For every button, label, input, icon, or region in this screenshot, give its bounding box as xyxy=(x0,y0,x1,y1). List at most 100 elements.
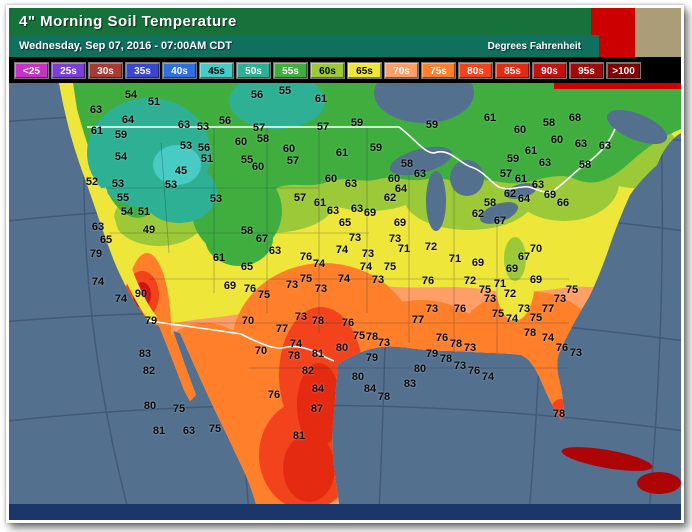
station-temp: 76 xyxy=(341,317,355,329)
station-temp: 78 xyxy=(449,338,463,350)
station-temp: 76 xyxy=(299,251,313,263)
station-temp: 65 xyxy=(240,261,254,273)
station-temp: 69 xyxy=(393,217,407,229)
station-temp: 70 xyxy=(529,243,543,255)
header-red-block xyxy=(591,8,635,35)
station-temp: 57 xyxy=(316,121,330,133)
station-temp: 59 xyxy=(425,119,439,131)
station-temp: 72 xyxy=(503,288,517,300)
station-temp: 45 xyxy=(174,165,188,177)
station-temp: 53 xyxy=(196,121,210,133)
station-temp: 61 xyxy=(524,145,538,157)
station-temp: 73 xyxy=(553,293,567,305)
station-temp: 71 xyxy=(397,243,411,255)
station-temp: 75 xyxy=(257,289,271,301)
station-temp: 53 xyxy=(179,140,193,152)
station-temp: 74 xyxy=(335,244,349,256)
station-temp: 75 xyxy=(491,308,505,320)
station-temp: 64 xyxy=(121,114,135,126)
station-temp: 81 xyxy=(311,348,325,360)
station-temp: 69 xyxy=(543,189,557,201)
station-temp: 80 xyxy=(335,342,349,354)
station-temp: 58 xyxy=(400,158,414,170)
station-temp: 69 xyxy=(529,274,543,286)
station-temp: 52 xyxy=(85,176,99,188)
station-temp: 74 xyxy=(505,313,519,325)
date-time-label: Wednesday, Sep 07, 2016 - 07:00AM CDT xyxy=(19,40,232,52)
us-mexico-border xyxy=(148,320,335,362)
station-temp: 84 xyxy=(311,383,325,395)
station-temp: 78 xyxy=(552,408,566,420)
station-temp: 74 xyxy=(289,338,303,350)
station-temp: 63 xyxy=(574,138,588,150)
hudson-bay xyxy=(374,83,474,123)
station-temp: 53 xyxy=(164,179,178,191)
station-temp: 69 xyxy=(223,280,237,292)
station-temp: 78 xyxy=(365,331,379,343)
units-label: Degrees Fahrenheit xyxy=(487,40,581,52)
station-temp: 51 xyxy=(200,153,214,165)
station-temp: 62 xyxy=(471,208,485,220)
station-temp: 60 xyxy=(324,173,338,185)
station-temp: 73 xyxy=(388,233,402,245)
station-temp: 60 xyxy=(550,134,564,146)
top-right-red-strip xyxy=(554,83,681,89)
station-temp: 75 xyxy=(383,261,397,273)
page-title: 4" Morning Soil Temperature xyxy=(9,8,591,35)
station-temp: 75 xyxy=(299,273,313,285)
legend-item-75s: 75s xyxy=(421,61,456,79)
station-temp: 70 xyxy=(241,315,255,327)
hispaniola-island xyxy=(637,472,681,494)
gulf-st-lawrence xyxy=(606,110,668,144)
station-temp: 53 xyxy=(111,178,125,190)
station-temp: 79 xyxy=(425,348,439,360)
legend-bar: <25 25s 30s 35s 40s 45s 50s 55s 60s 65s 70s 75s 80s 8… xyxy=(9,57,681,83)
station-temp: 73 xyxy=(453,360,467,372)
station-temp: 71 xyxy=(493,278,507,290)
legend-item-50s: 50s xyxy=(236,61,271,79)
station-temp: 72 xyxy=(463,275,477,287)
station-temp: 63 xyxy=(91,221,105,233)
station-temp: 83 xyxy=(403,378,417,390)
station-temp: 54 xyxy=(120,206,134,218)
legend-item-60s: 60s xyxy=(310,61,345,79)
station-temp: 66 xyxy=(556,197,570,209)
station-temp: 77 xyxy=(275,323,289,335)
station-temp: 60 xyxy=(282,143,296,155)
station-temp: 63 xyxy=(598,140,612,152)
station-temp: 79 xyxy=(144,315,158,327)
station-temp: 57 xyxy=(293,192,307,204)
station-temp: 61 xyxy=(335,147,349,159)
station-temp: 74 xyxy=(359,261,373,273)
station-temp: 62 xyxy=(383,192,397,204)
station-temp: 79 xyxy=(89,248,103,260)
station-temp: 63 xyxy=(413,168,427,180)
station-temp: 63 xyxy=(531,179,545,191)
legend-item-65s: 65s xyxy=(347,61,382,79)
station-temp: 73 xyxy=(294,311,308,323)
station-temp: 58 xyxy=(542,117,556,129)
station-temp: 67 xyxy=(493,215,507,227)
station-temp: 59 xyxy=(506,153,520,165)
station-temp: 54 xyxy=(114,151,128,163)
station-temp: 53 xyxy=(209,193,223,205)
station-temp: 87 xyxy=(310,403,324,415)
title-bar: 4" Morning Soil Temperature xyxy=(9,8,681,35)
station-temp: 78 xyxy=(311,315,325,327)
station-temp: 78 xyxy=(287,350,301,362)
station-temp: 59 xyxy=(369,142,383,154)
station-temp: 63 xyxy=(326,205,340,217)
station-temp: 69 xyxy=(471,257,485,269)
station-temp: 74 xyxy=(312,258,326,270)
station-temp: 60 xyxy=(387,173,401,185)
station-temp: 59 xyxy=(350,117,364,129)
legend-item-25s: 25s xyxy=(51,61,86,79)
date-red-block xyxy=(599,35,635,57)
state-borders xyxy=(104,127,569,369)
station-temp: 75 xyxy=(172,403,186,415)
station-temp: 58 xyxy=(483,197,497,209)
station-temp: 58 xyxy=(256,133,270,145)
station-temp: 67 xyxy=(255,233,269,245)
station-temp: 73 xyxy=(517,303,531,315)
station-temp: 61 xyxy=(514,173,528,185)
